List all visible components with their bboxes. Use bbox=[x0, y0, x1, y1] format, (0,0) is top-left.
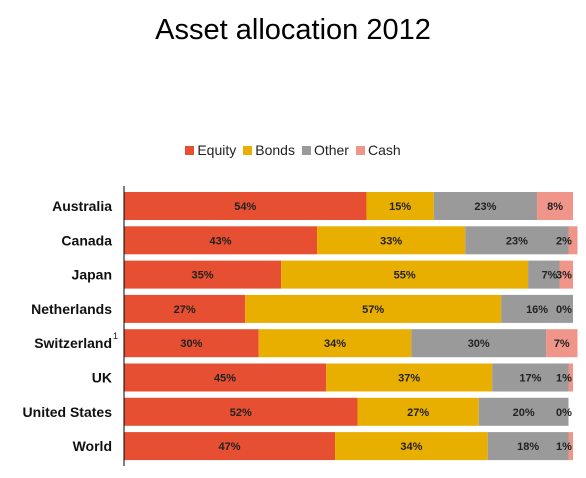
data-label: 30% bbox=[468, 338, 490, 350]
bar-segment-other bbox=[478, 397, 569, 426]
data-label: 47% bbox=[218, 441, 240, 453]
legend-swatch bbox=[301, 145, 311, 155]
bar-segment-other bbox=[492, 363, 569, 392]
data-label: 27% bbox=[174, 304, 196, 316]
bar-segment-bonds bbox=[281, 260, 529, 289]
data-label: 0% bbox=[556, 407, 572, 419]
legend-label: Bonds bbox=[255, 142, 295, 158]
data-label: 8% bbox=[547, 201, 563, 213]
data-label: 55% bbox=[394, 270, 416, 282]
category-label: World bbox=[73, 438, 112, 454]
data-label: 17% bbox=[519, 373, 541, 385]
chart-title: Asset allocation 2012 bbox=[155, 14, 431, 46]
data-label: 15% bbox=[389, 201, 411, 213]
legend-label: Cash bbox=[367, 142, 401, 158]
legend-label: Equity bbox=[197, 142, 237, 158]
bar-segment-equity bbox=[124, 397, 358, 426]
bar-segment-cash bbox=[546, 329, 578, 358]
bar-segment-cash bbox=[568, 226, 578, 255]
category-label: Australia bbox=[52, 198, 112, 214]
data-label: 45% bbox=[214, 373, 236, 385]
bar-segment-other bbox=[501, 294, 573, 323]
bar-segment-other bbox=[411, 329, 547, 358]
data-label: 0% bbox=[556, 304, 572, 316]
data-label: 37% bbox=[398, 373, 420, 385]
bar-segment-equity bbox=[124, 260, 282, 289]
bar-segment-bonds bbox=[366, 192, 434, 220]
bar-segment-bonds bbox=[335, 432, 488, 461]
data-label: 35% bbox=[192, 270, 214, 282]
data-label: 52% bbox=[230, 407, 252, 419]
data-label: 7% bbox=[542, 270, 558, 282]
bar-segment-equity bbox=[124, 226, 318, 255]
data-label: 23% bbox=[474, 201, 496, 213]
category-label: Japan bbox=[72, 267, 112, 283]
bar-segment-other bbox=[528, 260, 560, 289]
data-label: 54% bbox=[234, 201, 256, 213]
data-label: 7% bbox=[554, 338, 570, 350]
data-label: 20% bbox=[513, 407, 535, 419]
bar-segment-cash bbox=[568, 432, 573, 461]
data-label: 57% bbox=[362, 304, 384, 316]
bar-segment-cash bbox=[568, 363, 573, 392]
data-label: 1% bbox=[556, 373, 572, 385]
bar-segment-equity bbox=[124, 363, 327, 392]
category-label: UK bbox=[92, 370, 112, 386]
bar-segment-equity bbox=[124, 294, 246, 323]
category-label: United States bbox=[23, 404, 113, 420]
data-label: 34% bbox=[400, 441, 422, 453]
legend-swatch bbox=[243, 145, 253, 155]
legend: Equity Bonds Other Cash bbox=[0, 142, 586, 158]
bar-segment-bonds bbox=[357, 397, 479, 426]
bar-segment-bonds bbox=[245, 294, 502, 323]
data-label: 16% bbox=[526, 304, 548, 316]
bar-segment-cash bbox=[537, 192, 573, 220]
bar-segment-other bbox=[433, 192, 538, 220]
bar-segment-equity bbox=[124, 329, 259, 358]
data-label: 2% bbox=[556, 235, 572, 247]
legend-swatch bbox=[185, 145, 195, 155]
category-label: Canada bbox=[61, 232, 112, 248]
legend-item-other: Other bbox=[301, 142, 349, 158]
data-label: 30% bbox=[180, 338, 202, 350]
footnote-marker: 1 bbox=[113, 331, 118, 341]
category-label: Netherlands bbox=[31, 301, 112, 317]
data-label: 3% bbox=[556, 270, 572, 282]
legend-label: Other bbox=[313, 142, 349, 158]
bar-segment-cash bbox=[559, 260, 573, 289]
bar-segment-bonds bbox=[258, 329, 412, 358]
bar-segment-equity bbox=[124, 192, 367, 220]
data-label: 23% bbox=[506, 235, 528, 247]
data-label: 27% bbox=[407, 407, 429, 419]
legend-item-cash: Cash bbox=[355, 142, 401, 158]
data-label: 1% bbox=[556, 441, 572, 453]
bar-segment-bonds bbox=[317, 226, 466, 255]
legend-item-equity: Equity bbox=[185, 142, 236, 158]
bar-segment-bonds bbox=[326, 363, 493, 392]
data-label: 43% bbox=[210, 235, 232, 247]
data-label: 18% bbox=[517, 441, 539, 453]
data-label: 33% bbox=[380, 235, 402, 247]
bar-segment-other bbox=[465, 226, 569, 255]
bar-segment-equity bbox=[124, 432, 336, 461]
legend-swatch bbox=[355, 145, 365, 155]
legend-item-bonds: Bonds bbox=[243, 142, 295, 158]
category-label: Switzerland bbox=[34, 335, 112, 351]
data-label: 34% bbox=[324, 338, 346, 350]
bar-segment-other bbox=[487, 432, 569, 461]
